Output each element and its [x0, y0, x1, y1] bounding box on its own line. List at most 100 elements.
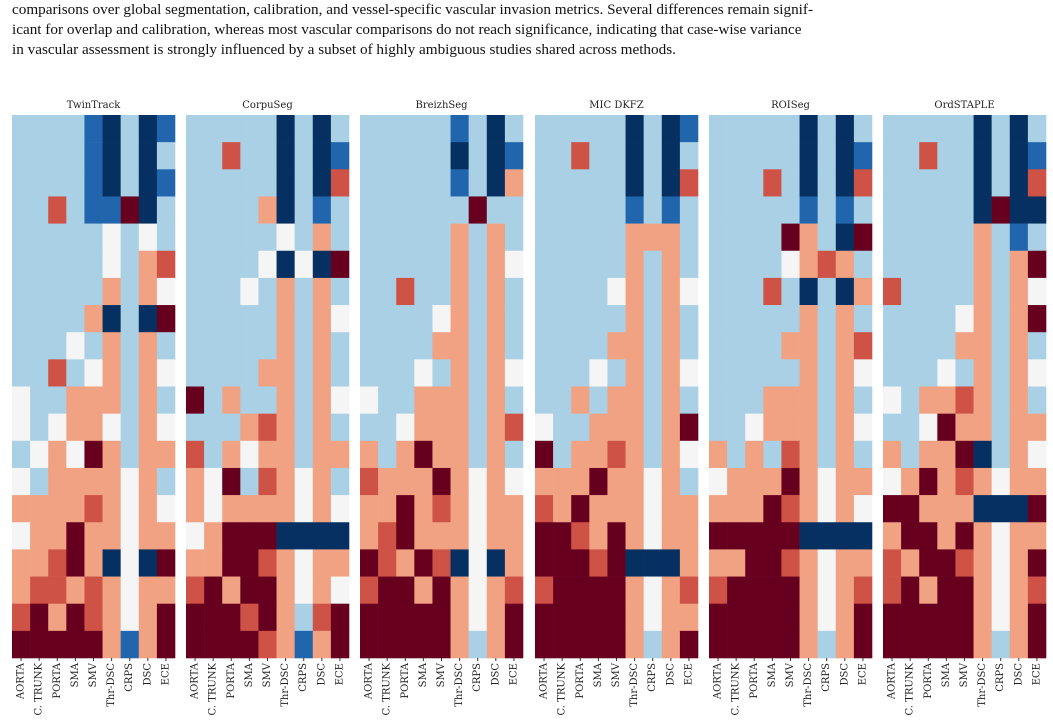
- heatmap-cell: [625, 603, 644, 632]
- heatmap-cell: [360, 169, 379, 197]
- heatmap-cell: [240, 223, 259, 252]
- heatmap-cell: [679, 522, 699, 550]
- heatmap-cell: [30, 142, 49, 170]
- heatmap-cell: [643, 549, 663, 577]
- heatmap-cell: [991, 332, 1011, 360]
- heatmap-cell: [84, 495, 103, 523]
- heatmap-cell: [156, 277, 176, 306]
- heatmap-cell: [607, 305, 626, 333]
- heatmap-cell: [330, 440, 350, 469]
- heatmap-cell: [679, 250, 699, 279]
- heatmap-cell: [1009, 386, 1029, 414]
- heatmap-cell: [589, 549, 608, 577]
- heatmap-cell: [12, 277, 31, 306]
- heatmap-cell: [1009, 223, 1029, 252]
- heatmap-cell: [360, 576, 379, 604]
- heatmap-cell: [709, 630, 728, 659]
- heatmap-cell: [378, 522, 397, 550]
- heatmap-cell: [781, 467, 800, 496]
- heatmap-cell: [360, 522, 379, 550]
- heatmap-cell: [1027, 413, 1047, 442]
- heatmap-cell: [48, 522, 67, 550]
- caption-line: comparisons over global segmentation, ca…: [12, 1, 814, 18]
- heatmap-cell: [625, 576, 644, 604]
- heatmap-cell: [781, 359, 800, 387]
- heatmap-cell: [589, 440, 608, 469]
- heatmap-cell: [330, 332, 350, 360]
- heatmap-cell: [817, 332, 837, 360]
- heatmap-cell: [102, 196, 121, 224]
- heatmap-cell: [643, 630, 663, 659]
- heatmap-cell: [450, 305, 469, 333]
- heatmap-cell: [204, 305, 223, 333]
- heatmap-cell: [504, 603, 524, 632]
- heatmap-cell: [835, 223, 855, 252]
- heatmap-cell: [102, 413, 121, 442]
- heatmap-cell: [414, 495, 433, 523]
- heatmap-cell: [991, 169, 1011, 197]
- heatmap-cell: [396, 169, 415, 197]
- heatmap-cell: [138, 413, 158, 442]
- heatmap-cell: [450, 223, 469, 252]
- heatmap-cell: [973, 277, 992, 306]
- column-label: C. TRUNK: [34, 662, 45, 715]
- heatmap-cell: [1027, 630, 1047, 659]
- heatmap-cell: [156, 142, 176, 170]
- heatmap-cell: [937, 250, 956, 279]
- heatmap-cell: [535, 250, 554, 279]
- heatmap-cell: [156, 359, 176, 387]
- heatmap-cell: [432, 332, 451, 360]
- heatmap-cell: [84, 413, 103, 442]
- heatmap-cell: [553, 196, 572, 224]
- heatmap-cell: [360, 603, 379, 632]
- heatmap-cell: [414, 522, 433, 550]
- heatmap-cell: [186, 603, 205, 632]
- heatmap-cell: [120, 495, 140, 523]
- heatmap-cell: [973, 630, 992, 659]
- heatmap-cell: [817, 495, 837, 523]
- heatmap-cell: [727, 467, 746, 496]
- heatmap-cell: [204, 359, 223, 387]
- heatmap-cell: [30, 332, 49, 360]
- heatmap-cell: [486, 115, 506, 143]
- heatmap-cell: [607, 603, 626, 632]
- heatmap-cell: [504, 250, 524, 279]
- heatmap-cell: [991, 250, 1011, 279]
- heatmap-cell: [48, 277, 67, 306]
- heatmap-cell: [486, 413, 506, 442]
- heatmap-cell: [1027, 305, 1047, 333]
- heatmap-cell: [745, 495, 764, 523]
- heatmap-cell: [553, 359, 572, 387]
- heatmap-cell: [240, 359, 259, 387]
- heatmap-cell: [84, 386, 103, 414]
- panel-title: TwinTrack: [67, 100, 122, 111]
- heatmap-cell: [991, 440, 1011, 469]
- heatmap-cell: [378, 495, 397, 523]
- heatmap-cell: [607, 522, 626, 550]
- heatmap-cell: [102, 250, 121, 279]
- heatmap-cell: [817, 440, 837, 469]
- panel-title: CorpuSeg: [242, 100, 293, 111]
- heatmap-cell: [102, 386, 121, 414]
- heatmap-cell: [991, 196, 1011, 224]
- heatmap-cell: [535, 359, 554, 387]
- heatmap-cell: [222, 467, 241, 496]
- heatmap-cell: [835, 522, 855, 550]
- heatmap-cell: [156, 115, 176, 143]
- heatmap-cell: [973, 169, 992, 197]
- heatmap-cell: [553, 576, 572, 604]
- heatmap-cell: [991, 522, 1011, 550]
- heatmap-cell: [120, 115, 140, 143]
- heatmap-cell: [294, 196, 314, 224]
- heatmap-cell: [84, 142, 103, 170]
- heatmap-cell: [258, 440, 277, 469]
- heatmap-cell: [901, 440, 920, 469]
- heatmap-cell: [1027, 549, 1047, 577]
- heatmap-cell: [48, 196, 67, 224]
- heatmap-cell: [991, 305, 1011, 333]
- heatmap-cell: [901, 305, 920, 333]
- heatmap-cell: [571, 250, 590, 279]
- heatmap-cell: [625, 413, 644, 442]
- heatmap-cell: [66, 332, 85, 360]
- heatmap-cell: [360, 196, 379, 224]
